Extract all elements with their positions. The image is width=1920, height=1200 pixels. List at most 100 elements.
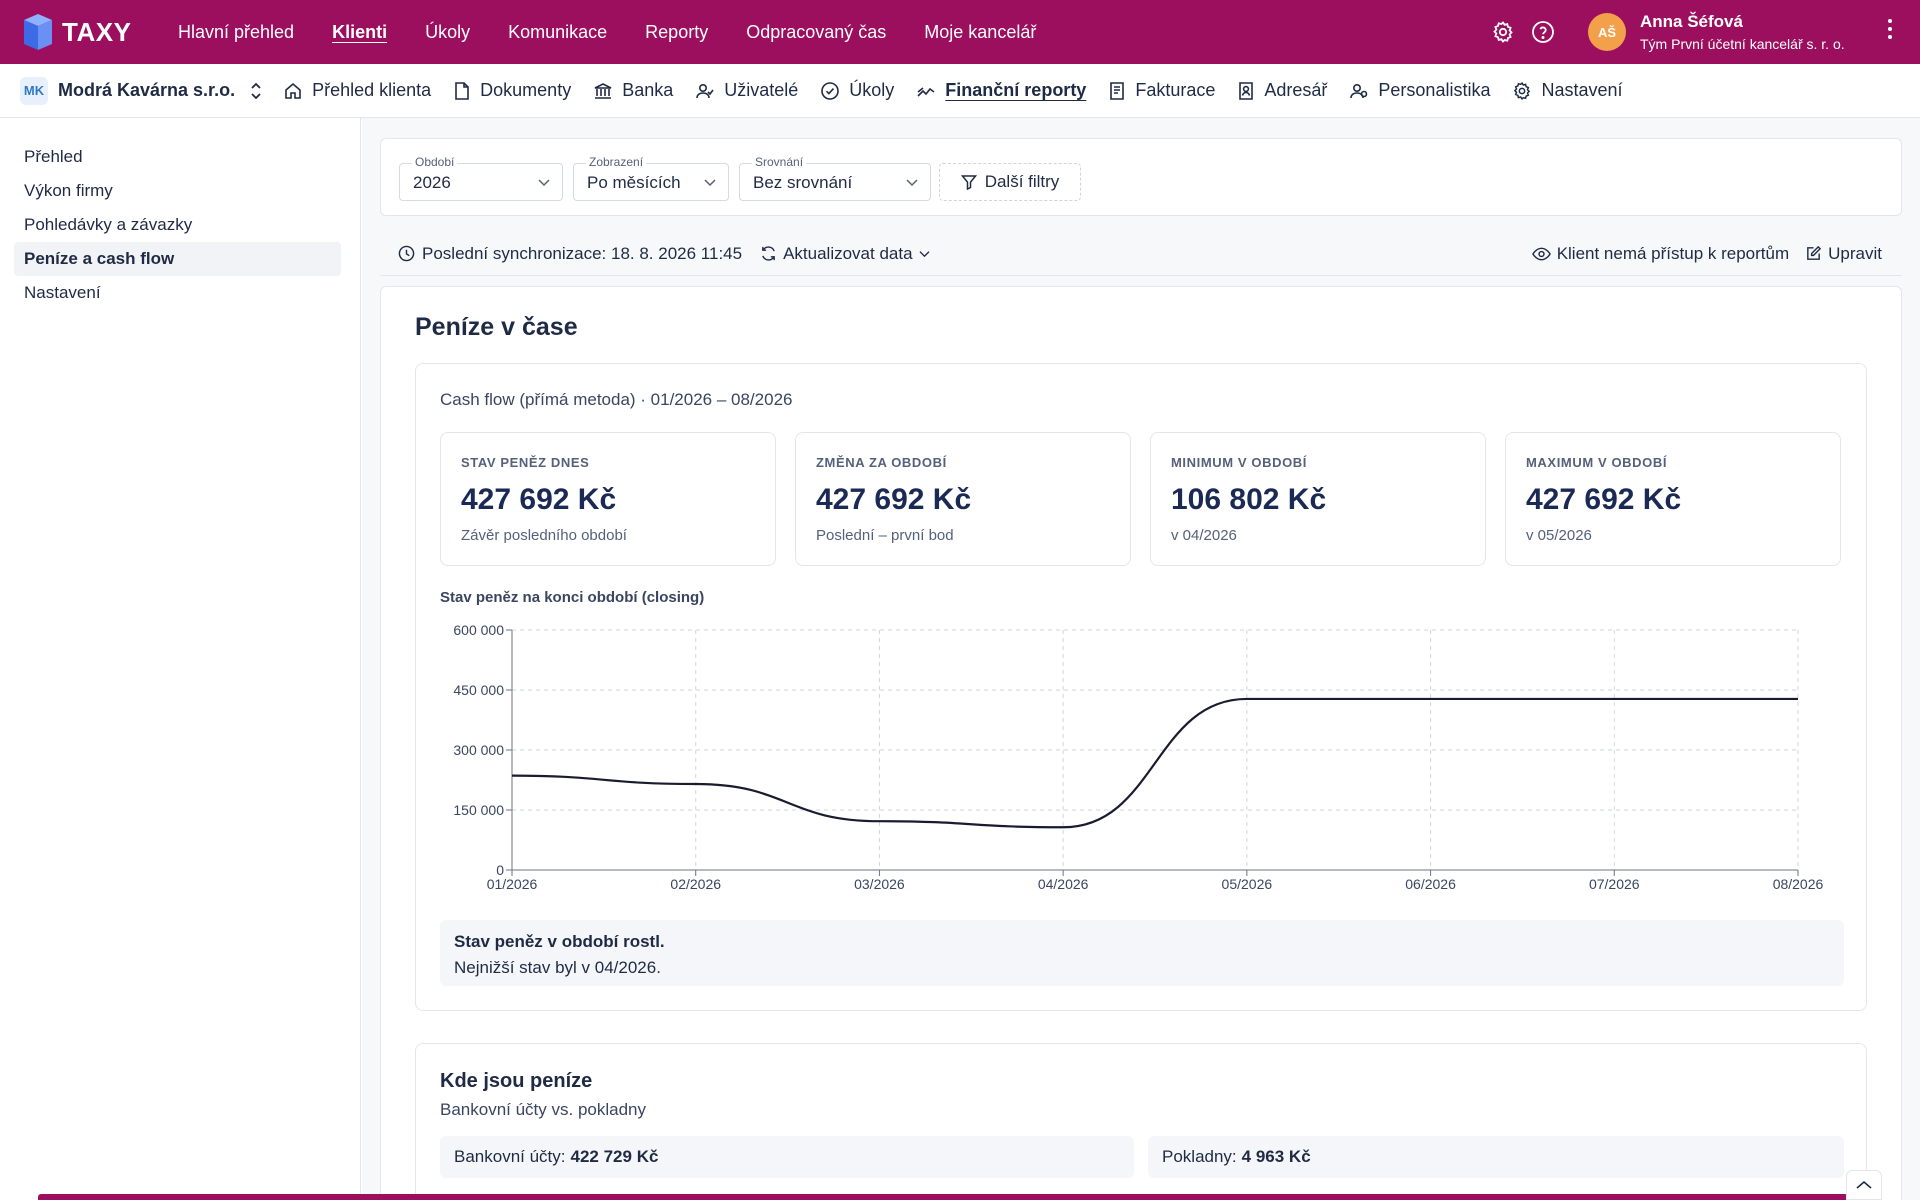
more-filters-label: Další filtry [984, 172, 1060, 191]
sidebar-item-settings[interactable]: Nastavení [24, 283, 101, 302]
client-nav-users[interactable]: Uživatelé [695, 80, 798, 101]
insight-text: Nejnižší stav byl v 04/2026. [454, 958, 661, 977]
chevron-down-icon [704, 179, 716, 187]
client-nav-label: Přehled klienta [312, 80, 432, 100]
client-name[interactable]: Modrá Kavárna s.r.o. [58, 80, 236, 100]
client-badge: MK [20, 76, 48, 105]
sidebar-item-overview[interactable]: Přehled [24, 147, 83, 166]
kpi-label: Minimum v období [1171, 455, 1307, 470]
client-nav-label: Nastavení [1541, 80, 1623, 100]
chevron-down-icon [919, 251, 930, 258]
check-circle-icon [821, 81, 840, 100]
bank-accounts-label: Bankovní účty: [454, 1147, 566, 1166]
cash-location-subtitle: Bankovní účty vs. pokladny [440, 1100, 647, 1119]
client-nav-label: Banka [622, 80, 674, 100]
eye-icon [1531, 247, 1551, 260]
kpi-label: Stav peněz dnes [461, 455, 590, 470]
refresh-data-label: Aktualizovat data [783, 243, 913, 263]
kpi-value: 427 692 Kč [461, 483, 617, 516]
user-menu[interactable]: Anna Šéfová Tým První účetní kancelář s.… [1640, 12, 1870, 52]
topnav-item-reports[interactable]: Reporty [645, 21, 709, 42]
reports-sidebar: Přehled Výkon firmy Pohledávky a závazky… [0, 118, 361, 1200]
client-nav-settings[interactable]: Nastavení [1512, 80, 1623, 101]
main-content: Období 2026 Zobrazení Po měsících Srovná… [362, 118, 1920, 1200]
cash-flow-card: Cash flow (přímá metoda) · 01/2026 – 08/… [415, 363, 1867, 1011]
y-tick-label: 300 000 [453, 742, 504, 758]
client-nav-hr[interactable]: Personalistika [1349, 80, 1490, 101]
topnav-item-tasks[interactable]: Úkoly [425, 21, 471, 42]
compare-value: Bez srovnání [753, 173, 853, 192]
kpi-card-minimum: Minimum v období 106 802 Kč v 04/2026 [1150, 432, 1486, 566]
client-nav-label: Dokumenty [480, 80, 572, 100]
more-vertical-icon[interactable] [1870, 18, 1910, 46]
kpi-card-maximum: Maximum v období 427 692 Kč v 05/2026 [1505, 432, 1841, 566]
clock-icon [398, 245, 415, 262]
kpi-value: 427 692 Kč [1526, 483, 1682, 516]
client-nav-financial-reports[interactable]: Finanční reporty [916, 80, 1086, 101]
cash-location-card: Kde jsou peníze Bankovní účty vs. poklad… [415, 1043, 1867, 1200]
sync-status-row: Poslední synchronizace: 18. 8. 2026 11:4… [380, 232, 1902, 276]
kpi-label: Maximum v období [1526, 455, 1668, 470]
client-access-toggle[interactable]: Klient nemá přístup k reportům [1531, 243, 1790, 264]
refresh-icon [762, 246, 775, 261]
chevron-down-icon [906, 179, 918, 187]
insight-headline: Stav peněz v období rostl. [454, 932, 665, 951]
logo-text: TAXY [62, 16, 132, 47]
period-select[interactable]: Období 2026 [399, 155, 563, 201]
y-tick-label: 600 000 [453, 622, 504, 638]
client-access-text: Klient nemá přístup k reportům [1556, 243, 1790, 263]
client-nav-bank[interactable]: Banka [593, 80, 673, 101]
bank-accounts-box: Bankovní účty: 422 729 Kč [440, 1136, 1134, 1178]
scroll-to-top-button[interactable] [1846, 1170, 1882, 1200]
sidebar-item-performance[interactable]: Výkon firmy [24, 181, 113, 200]
invoice-icon [1110, 81, 1125, 100]
sidebar-item-cash-flow[interactable]: Peníze a cash flow [14, 242, 341, 276]
help-icon[interactable] [1530, 19, 1556, 45]
top-navigation-bar: TAXY Hlavní přehled Klienti Úkoly Komuni… [0, 0, 1920, 64]
client-nav-overview[interactable]: Přehled klienta [283, 80, 431, 101]
client-switch-chevrons-icon[interactable] [249, 81, 263, 101]
kpi-value: 427 692 Kč [816, 483, 972, 516]
bottom-accent-bar [38, 1194, 1848, 1200]
compare-label: Srovnání [752, 155, 807, 169]
topnav-item-dashboard[interactable]: Hlavní přehled [178, 21, 295, 42]
client-nav-address-book[interactable]: Adresář [1237, 80, 1327, 101]
topnav-item-my-office[interactable]: Moje kancelář [924, 21, 1037, 42]
topnav-item-worked-time[interactable]: Odpracovaný čas [746, 21, 887, 42]
people-icon [1350, 83, 1368, 98]
cash-flow-subtitle: Cash flow (přímá metoda) · 01/2026 – 08/… [440, 390, 793, 409]
topnav-item-communication[interactable]: Komunikace [508, 21, 608, 42]
y-tick-label: 150 000 [453, 802, 504, 818]
x-tick-label: 05/2026 [1222, 876, 1273, 892]
client-nav-tasks[interactable]: Úkoly [820, 80, 894, 101]
client-nav-documents[interactable]: Dokumenty [453, 80, 571, 101]
more-filters-button[interactable]: Další filtry [939, 163, 1081, 201]
bank-accounts-value: 422 729 Kč [570, 1147, 659, 1166]
client-nav-label: Personalistika [1378, 80, 1491, 100]
taxy-logo[interactable]: TAXY [22, 12, 162, 52]
user-avatar[interactable]: AŠ [1588, 13, 1626, 51]
last-sync-text: Poslední synchronizace: 18. 8. 2026 11:4… [422, 243, 743, 263]
client-nav-invoicing[interactable]: Fakturace [1108, 80, 1215, 101]
settings-gear-icon[interactable] [1490, 19, 1516, 45]
y-tick-label: 450 000 [453, 682, 504, 698]
compare-select[interactable]: Srovnání Bez srovnání [739, 155, 931, 201]
chart-line-icon [917, 86, 935, 97]
y-tick-label: 0 [496, 862, 504, 878]
bank-icon [594, 82, 612, 99]
client-nav-label: Finanční reporty [945, 80, 1087, 100]
top-right-actions: AŠ Anna Šéfová Tým První účetní kancelář… [1490, 0, 1920, 64]
sidebar-item-receivables-payables[interactable]: Pohledávky a závazky [24, 215, 193, 234]
insight-note: Stav peněz v období rostl. Nejnižší stav… [440, 920, 1844, 986]
topnav-item-clients[interactable]: Klienti [332, 21, 388, 42]
user-team: Tým První účetní kancelář s. r. o. [1640, 36, 1845, 52]
client-menu: Přehled klienta Dokumenty Banka Uživatel… [283, 80, 1644, 101]
view-value: Po měsících [587, 173, 681, 192]
main-menu: Hlavní přehled Klienti Úkoly Komunikace … [178, 22, 1074, 43]
cash-location-title: Kde jsou peníze [440, 1070, 593, 1092]
refresh-data-button[interactable]: Aktualizovat data [760, 244, 935, 264]
edit-button[interactable]: Upravit [1805, 244, 1882, 264]
period-label: Období [412, 155, 458, 169]
view-select[interactable]: Zobrazení Po měsících [573, 155, 729, 201]
client-nav-label: Adresář [1264, 80, 1328, 100]
